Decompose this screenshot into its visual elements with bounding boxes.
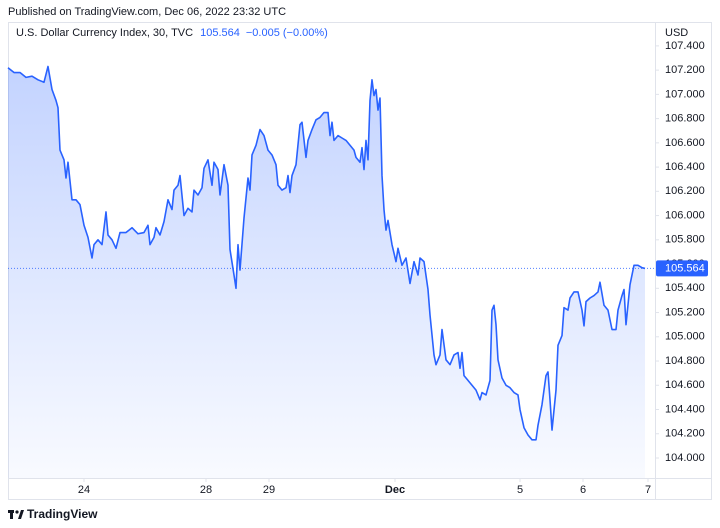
y-tick-label: 104.000	[665, 452, 705, 464]
axes: 104.000 104.200 104.400 104.600 104.800 105.0…	[78, 40, 708, 496]
y-tick-label: 105.800	[665, 234, 705, 246]
x-tick-label: 7	[645, 484, 651, 496]
last-price-label: 105.564	[665, 262, 705, 274]
y-tick-label: 106.800	[665, 113, 705, 125]
legend-change: −0.005 (−0.00%)	[246, 27, 328, 39]
price-line	[7, 65, 646, 441]
x-tick-label: 6	[580, 484, 586, 496]
y-tick-label: 106.000	[665, 209, 705, 221]
y-tick-label: 105.400	[665, 282, 705, 294]
y-tick-label: 106.200	[665, 185, 705, 197]
y-tick-label: 105.000	[665, 331, 705, 343]
y-tick-label: 106.400	[665, 161, 705, 173]
legend-symbol: U.S. Dollar Currency Index, 30, TVC	[16, 27, 193, 39]
brand-logo	[8, 510, 24, 519]
published-note: Published on TradingView.com, Dec 06, 20…	[8, 6, 286, 18]
y-tick-label: 104.800	[665, 355, 705, 367]
y-tick-label: 106.600	[665, 137, 705, 149]
y-tick-label: 107.400	[665, 40, 705, 52]
legend-last: 105.564	[200, 27, 240, 39]
brand-name: TradingView	[27, 507, 98, 521]
y-tick-label: 105.200	[665, 306, 705, 318]
x-tick-label: 24	[78, 484, 90, 496]
x-tick-label: 28	[200, 484, 212, 496]
price-area	[8, 66, 645, 478]
x-tick-label: 29	[263, 484, 275, 496]
currency-label: USD	[665, 27, 688, 39]
y-tick-label: 104.200	[665, 428, 705, 440]
y-tick-label: 104.600	[665, 379, 705, 391]
y-tick-label: 104.400	[665, 403, 705, 415]
y-tick-label: 107.200	[665, 64, 705, 76]
x-tick-label: 5	[517, 484, 523, 496]
last-price-badge	[656, 260, 708, 277]
x-tick-label: Dec	[385, 484, 405, 496]
y-tick-label: 107.000	[665, 88, 705, 100]
plot-area	[7, 65, 655, 478]
